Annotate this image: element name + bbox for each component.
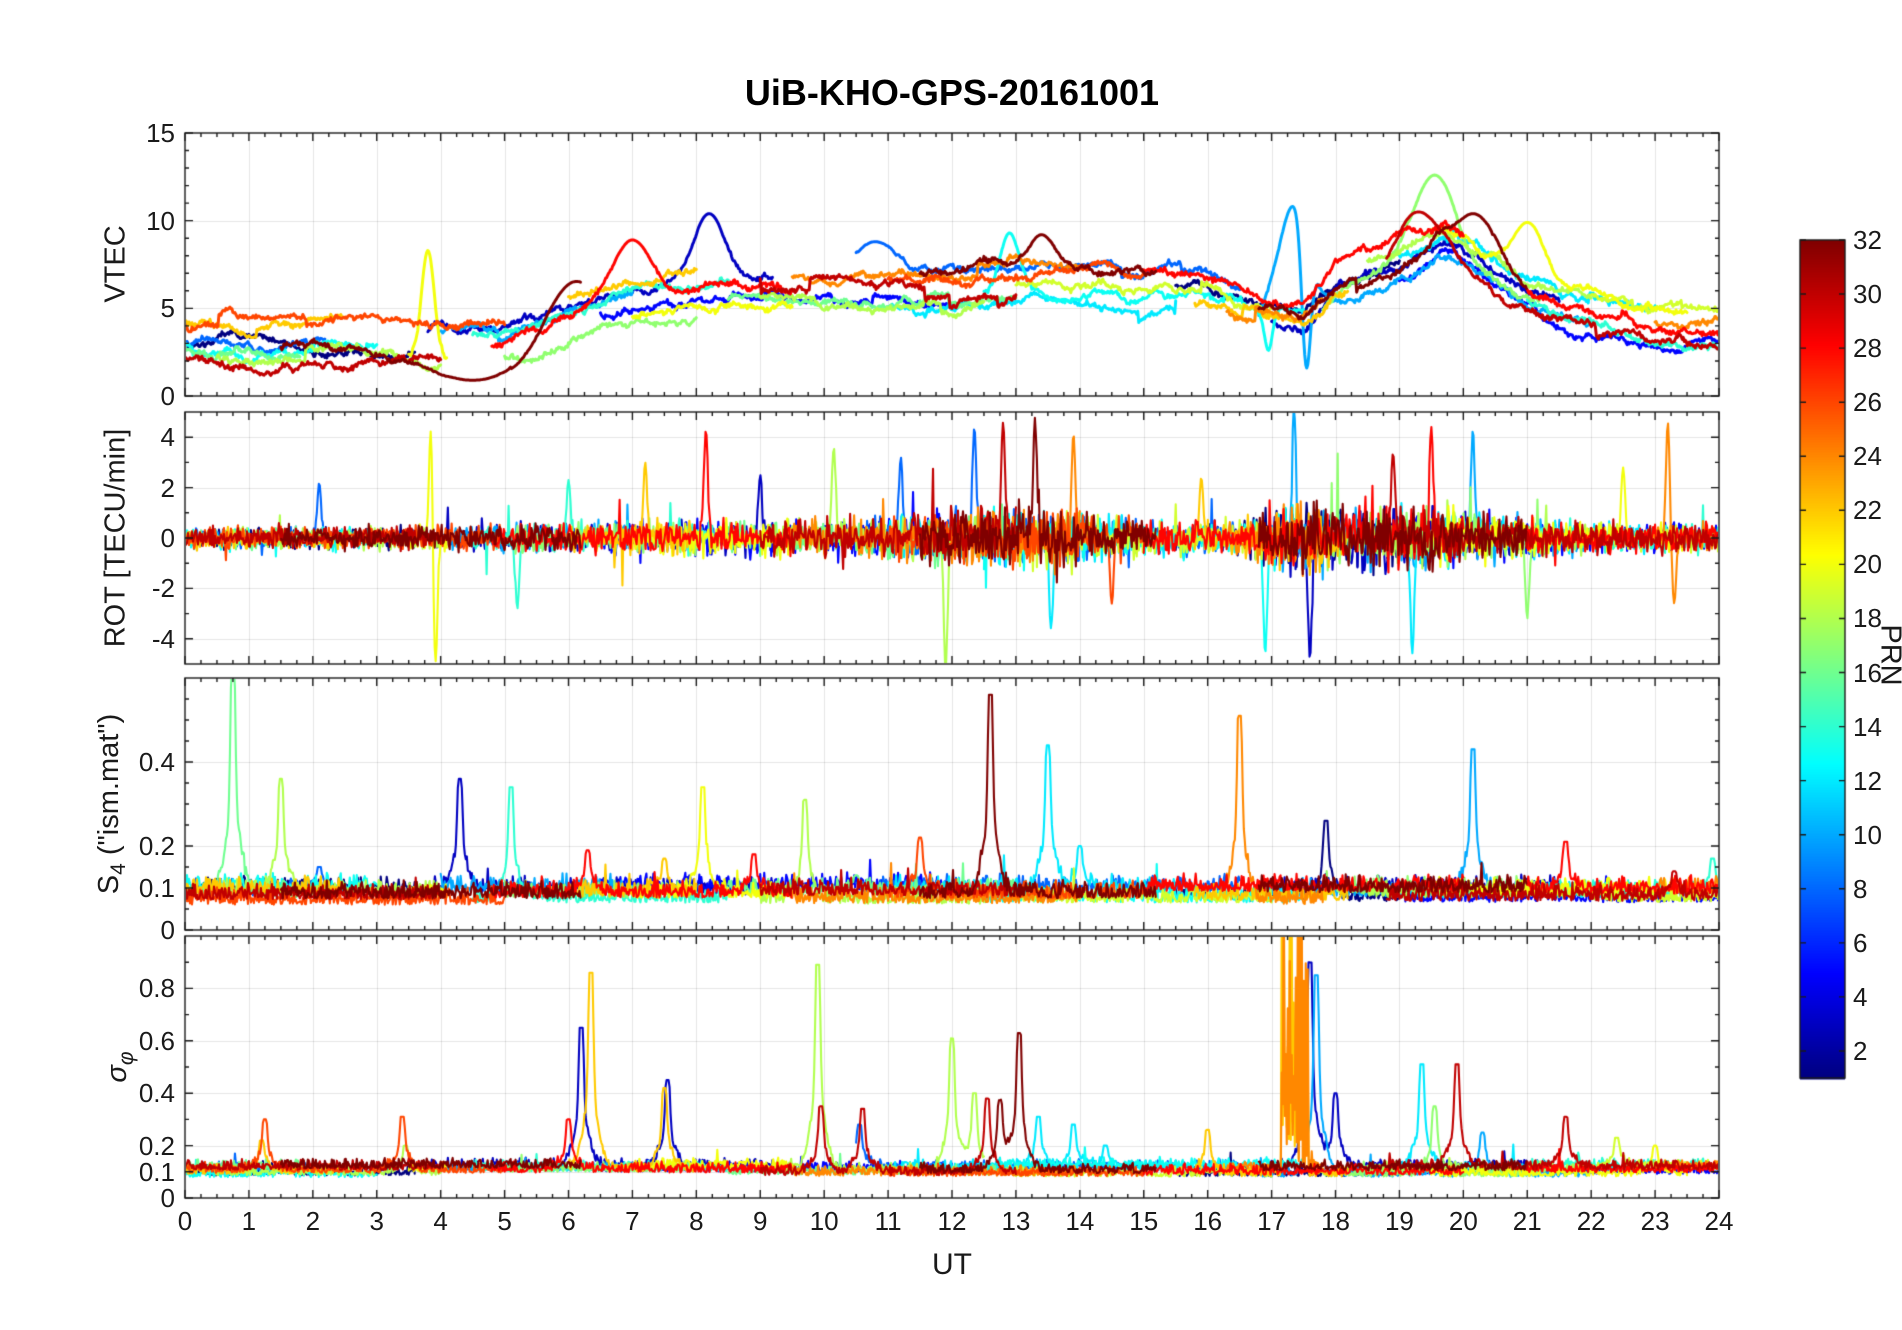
colorbar-tick-label: 12 [1853,765,1882,796]
x-tick-label: 6 [561,1206,576,1236]
y-tick-label: 0.8 [138,973,175,1004]
x-tick-label: 2 [305,1206,321,1236]
ylabel-s4: S4 ("ism.mat") [93,714,131,895]
x-tick-label: 7 [625,1206,640,1236]
x-tick-label: 20 [1448,1206,1478,1236]
x-tick-label: 23 [1640,1206,1670,1236]
x-tick-label: 1 [241,1206,257,1236]
colorbar-tick-label: 26 [1853,387,1882,418]
x-tick-label: 13 [1001,1206,1031,1236]
colorbar-tick-label: 20 [1853,549,1882,580]
y-tick-label: 0.1 [138,873,175,903]
y-tick-label: 0.6 [138,1025,175,1056]
x-tick-label: 9 [753,1206,768,1236]
x-tick-label: 18 [1321,1206,1350,1236]
y-tick-label: 0 [160,1183,175,1213]
colorbar-tick-label: 4 [1853,981,1868,1012]
x-tick-label: 21 [1512,1206,1542,1236]
colorbar-tick-label: 16 [1853,657,1882,688]
ylabel-vtec: VTEC [99,225,132,303]
colorbar-tick-label: 22 [1853,495,1882,526]
colorbar-tick-label: 24 [1853,441,1882,472]
y-tick-label: 0 [160,381,175,411]
colorbar-tick-label: 8 [1853,873,1868,904]
colorbar-tick-label: 10 [1853,819,1882,850]
y-tick-label: 0 [160,523,175,553]
x-tick-label: 8 [689,1206,704,1236]
x-tick-label: 0 [177,1206,193,1236]
colorbar-tick-label: 2 [1853,1035,1868,1066]
y-tick-label: 0.2 [138,831,175,861]
colorbar-tick-label: 14 [1853,711,1882,742]
y-tick-label: 10 [146,205,175,236]
x-tick-label: 11 [874,1206,902,1236]
x-tick-label: 10 [809,1206,839,1236]
x-tick-label: 15 [1129,1206,1159,1236]
y-tick-label: 15 [146,118,175,148]
figure-title: UiB-KHO-GPS-20161001 [744,72,1160,113]
y-tick-label: -4 [151,623,175,654]
colorbar-tick-label: 18 [1853,603,1882,634]
y-tick-label: 0.1 [138,1156,175,1187]
y-tick-label: 5 [160,293,175,324]
colorbar-tick-label: 28 [1853,333,1882,364]
x-tick-label: 16 [1193,1206,1223,1236]
colorbar-tick-label: 6 [1853,927,1868,958]
x-tick-label: 4 [433,1206,448,1236]
x-tick-label: 22 [1576,1206,1606,1236]
y-tick-label: 0.4 [138,1078,175,1109]
y-tick-label: 4 [160,422,175,453]
x-tick-label: 14 [1065,1206,1095,1236]
colorbar-tick-label: 32 [1853,225,1882,255]
x-tick-label: 19 [1384,1206,1414,1236]
colorbar-tick-label: 30 [1853,279,1882,310]
x-tick-label: 24 [1704,1206,1734,1236]
y-tick-label: 0.2 [138,1130,175,1161]
x-axis-label: UT [932,1248,972,1281]
x-tick-label: 3 [369,1206,384,1236]
x-tick-label: 17 [1257,1206,1287,1236]
x-tick-label: 5 [497,1206,512,1236]
y-tick-label: 0.4 [138,747,175,777]
y-tick-label: 2 [160,472,175,503]
y-tick-label: 0 [160,915,175,945]
x-tick-label: 12 [937,1206,967,1236]
y-tick-label: -2 [151,573,175,604]
